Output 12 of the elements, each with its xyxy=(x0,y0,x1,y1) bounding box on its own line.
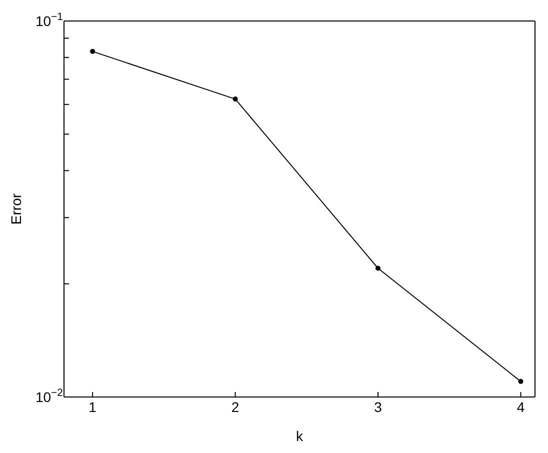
point xyxy=(518,378,524,384)
point xyxy=(376,266,380,271)
x-tick-label: 3 xyxy=(374,398,382,415)
x-tick-label: 2 xyxy=(231,398,240,415)
y-tick-label: 10$^{−2}$ xyxy=(35,387,64,405)
y-tick-label: 10$^{−1}$ xyxy=(35,11,64,29)
point xyxy=(232,96,238,102)
x-axis-title: k xyxy=(296,428,304,444)
point xyxy=(90,48,96,54)
x-tick-label: 1 xyxy=(88,398,97,415)
y-axis-title: Error xyxy=(8,193,24,225)
x-tick-label: 4 xyxy=(516,398,525,415)
